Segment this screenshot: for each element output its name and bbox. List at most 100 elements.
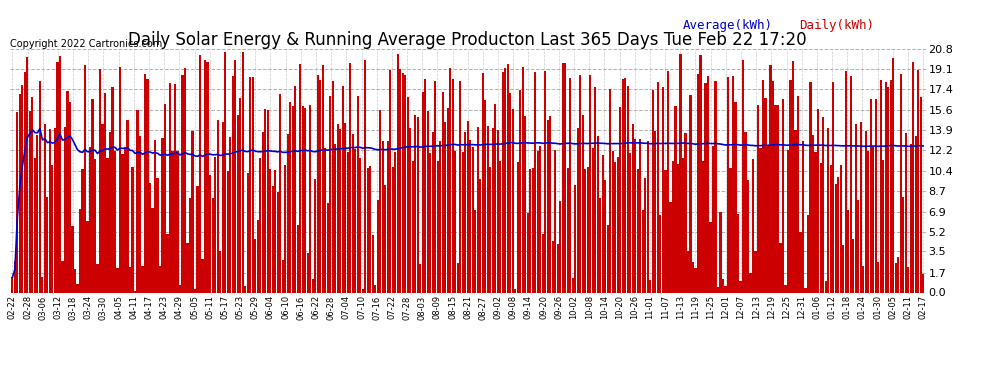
Bar [915, 136, 917, 292]
Bar [609, 89, 612, 292]
Bar [86, 221, 88, 292]
Bar [577, 128, 579, 292]
Bar [835, 184, 837, 292]
Bar [289, 102, 291, 292]
Bar [640, 139, 642, 292]
Bar [564, 63, 566, 292]
Bar [617, 157, 619, 292]
Bar [61, 261, 63, 292]
Bar [530, 169, 532, 292]
Bar [174, 84, 176, 292]
Bar [764, 98, 766, 292]
Bar [114, 151, 116, 292]
Bar [874, 99, 877, 292]
Bar [11, 277, 14, 292]
Bar [349, 63, 351, 292]
Bar [299, 64, 301, 292]
Bar [792, 61, 794, 292]
Bar [307, 253, 309, 292]
Bar [96, 264, 99, 292]
Text: Daily(kWh): Daily(kWh) [799, 19, 874, 32]
Bar [234, 60, 237, 292]
Bar [419, 264, 422, 292]
Bar [646, 141, 649, 292]
Bar [699, 55, 702, 292]
Bar [535, 72, 537, 292]
Bar [176, 151, 178, 292]
Bar [864, 131, 866, 292]
Bar [830, 165, 832, 292]
Bar [710, 222, 712, 292]
Bar [219, 251, 221, 292]
Bar [47, 197, 49, 292]
Bar [161, 138, 163, 292]
Bar [361, 288, 363, 292]
Bar [376, 201, 379, 292]
Bar [840, 165, 842, 292]
Bar [922, 274, 925, 292]
Bar [917, 70, 919, 292]
Bar [484, 100, 486, 292]
Bar [79, 209, 81, 292]
Bar [342, 86, 344, 292]
Bar [890, 80, 892, 292]
Bar [389, 70, 391, 292]
Bar [169, 83, 171, 292]
Bar [387, 141, 389, 292]
Bar [667, 71, 669, 292]
Bar [279, 94, 281, 292]
Bar [494, 104, 496, 292]
Bar [844, 71, 846, 292]
Bar [679, 54, 681, 292]
Bar [269, 170, 271, 292]
Bar [514, 288, 517, 292]
Bar [56, 62, 58, 292]
Bar [559, 201, 561, 292]
Bar [24, 72, 26, 292]
Bar [749, 273, 751, 292]
Bar [412, 160, 414, 292]
Bar [112, 87, 114, 292]
Bar [735, 102, 737, 292]
Bar [902, 197, 904, 292]
Bar [669, 202, 671, 292]
Bar [549, 116, 551, 292]
Bar [259, 158, 261, 292]
Bar [249, 77, 251, 292]
Bar [314, 179, 316, 292]
Bar [371, 235, 374, 292]
Bar [292, 106, 294, 292]
Bar [554, 150, 556, 292]
Bar [244, 286, 247, 292]
Bar [532, 168, 534, 292]
Bar [867, 151, 869, 292]
Bar [364, 60, 366, 292]
Bar [779, 243, 781, 292]
Bar [435, 81, 437, 292]
Bar [746, 180, 749, 292]
Bar [584, 169, 586, 292]
Bar [14, 261, 16, 292]
Bar [644, 178, 646, 292]
Bar [517, 162, 519, 292]
Bar [119, 68, 121, 292]
Bar [32, 97, 34, 292]
Bar [789, 81, 792, 292]
Bar [449, 68, 451, 292]
Bar [186, 243, 189, 292]
Bar [312, 279, 314, 292]
Bar [354, 150, 356, 292]
Bar [302, 105, 304, 292]
Bar [705, 82, 707, 292]
Bar [276, 192, 278, 292]
Bar [807, 215, 809, 292]
Bar [727, 77, 729, 292]
Bar [304, 108, 306, 292]
Bar [597, 136, 599, 292]
Bar [895, 264, 897, 292]
Bar [504, 68, 506, 292]
Bar [905, 133, 907, 292]
Bar [332, 81, 334, 292]
Bar [832, 82, 835, 292]
Bar [884, 82, 887, 292]
